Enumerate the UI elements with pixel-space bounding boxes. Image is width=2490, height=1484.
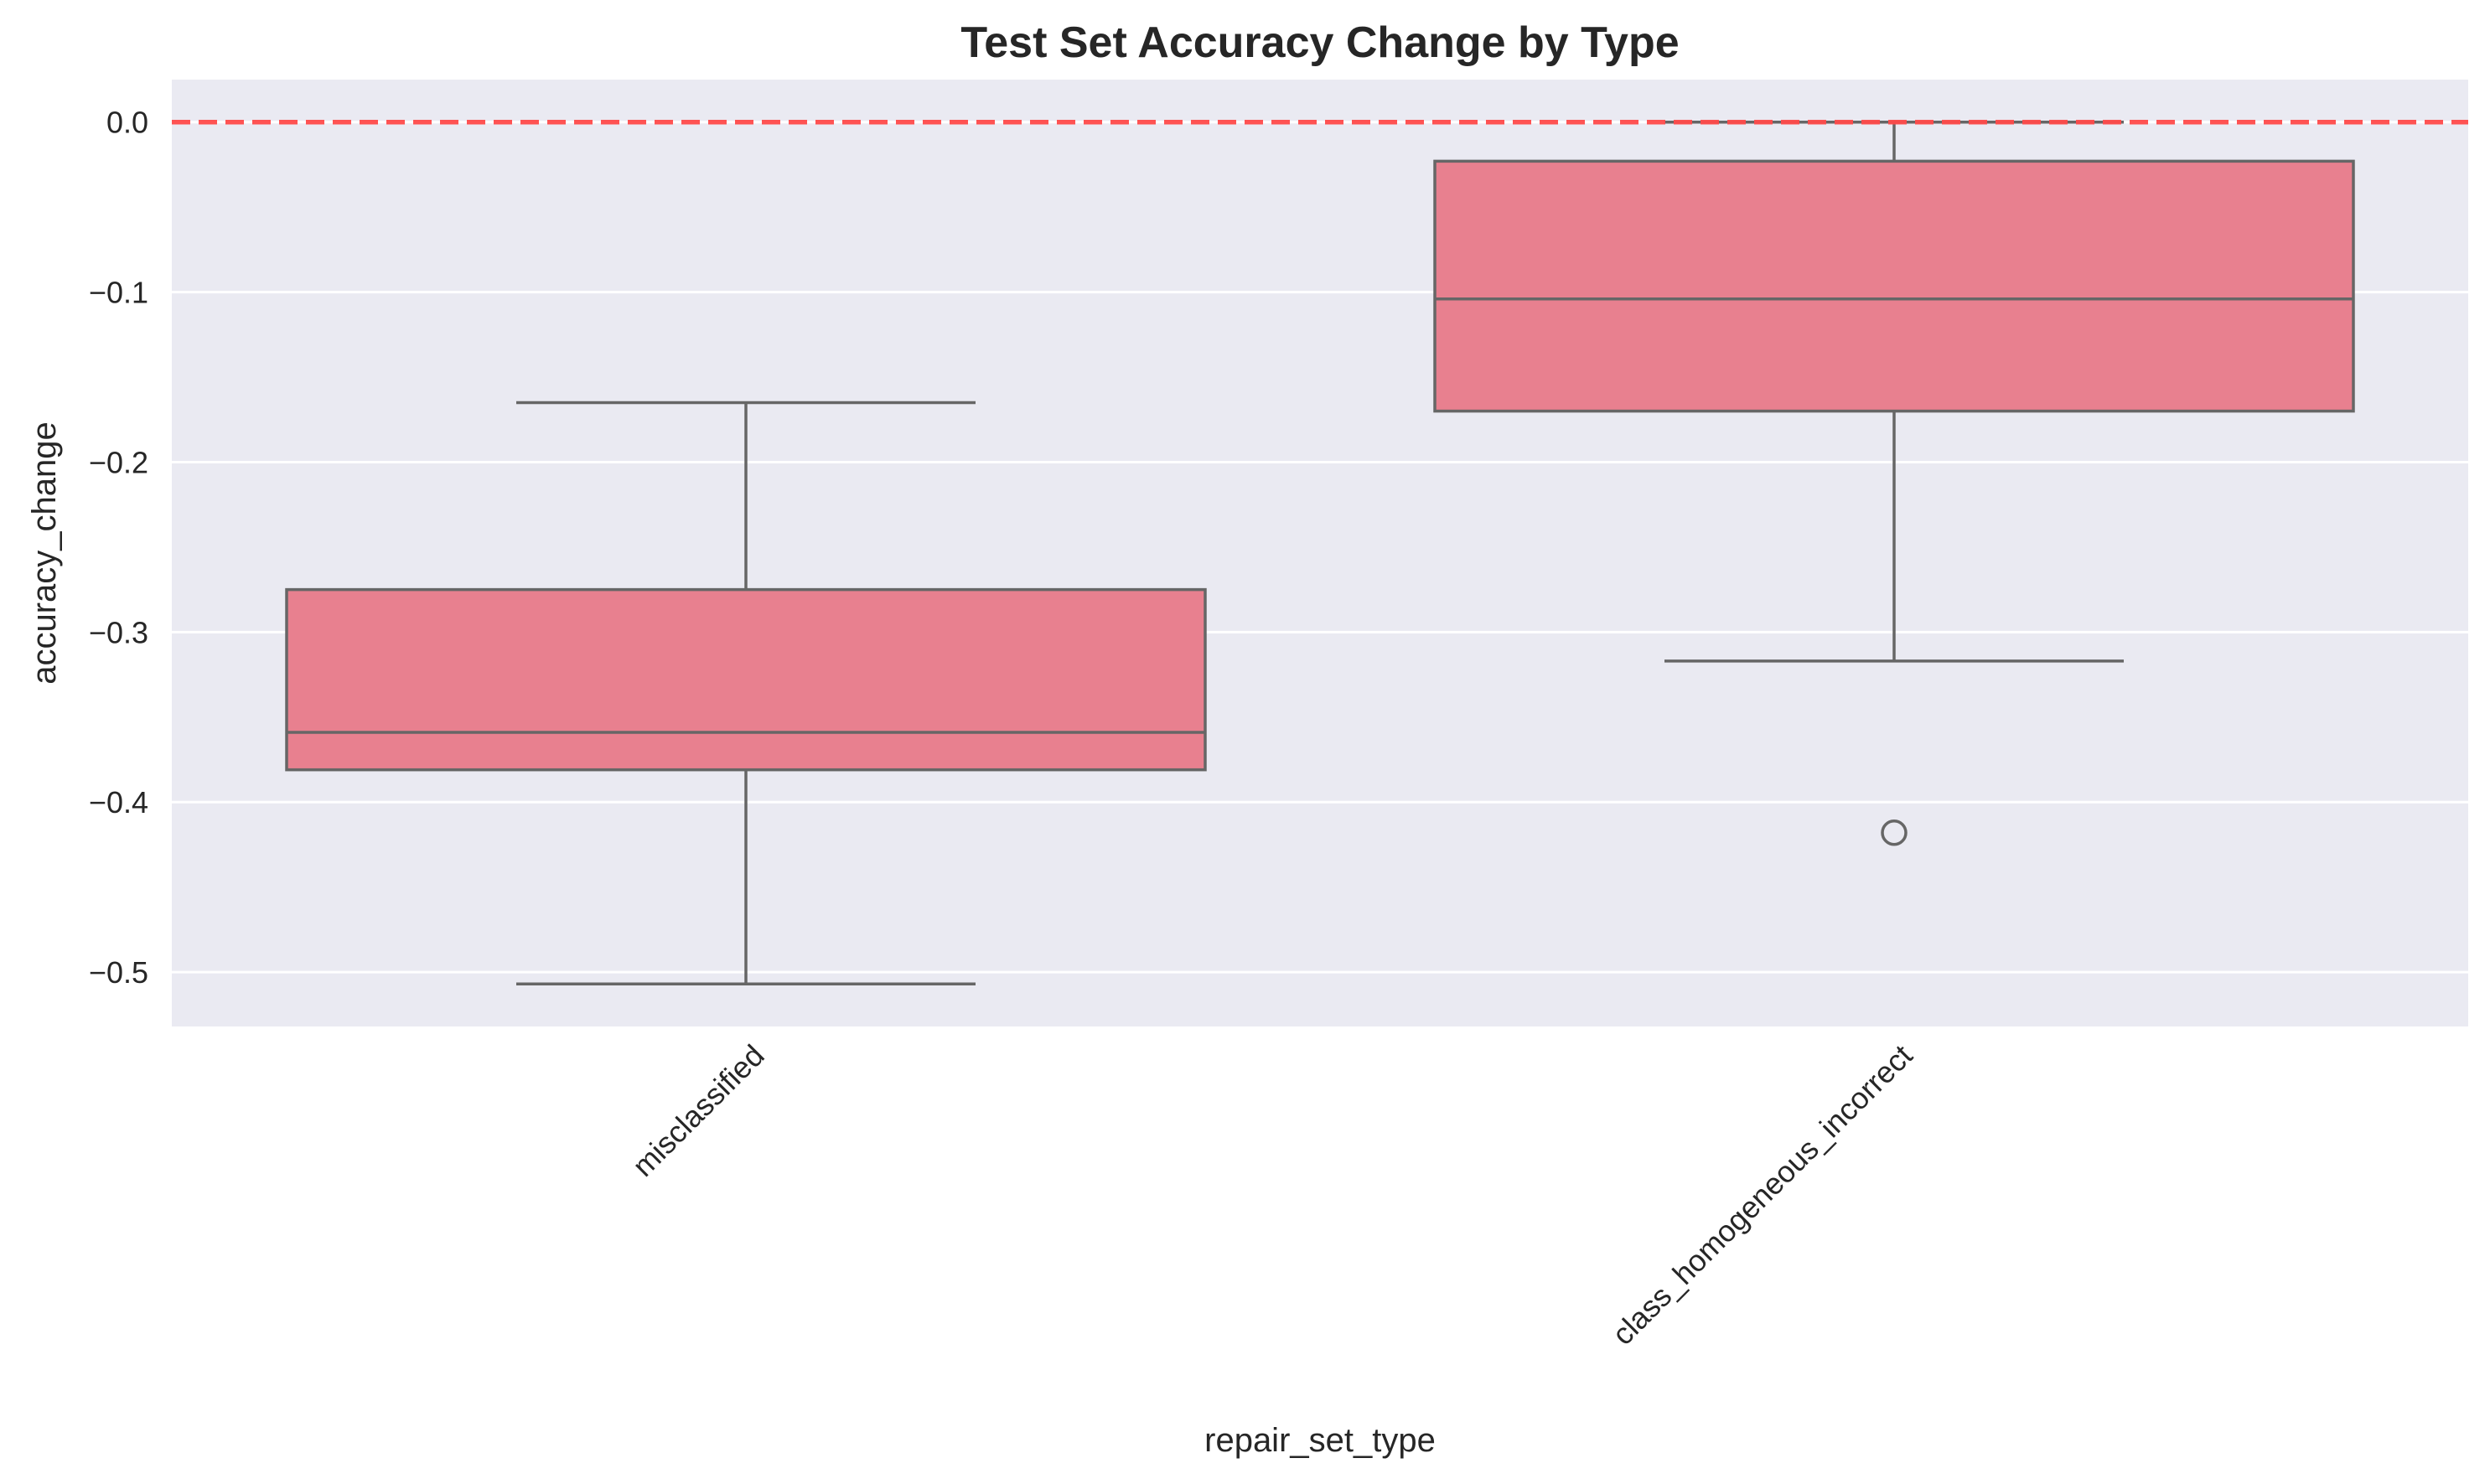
y-axis-label: accuracy_change xyxy=(26,421,63,685)
x-axis-label: repair_set_type xyxy=(1204,1422,1436,1459)
y-tick-label: −0.4 xyxy=(89,785,148,820)
chart-title: Test Set Accuracy Change by Type xyxy=(960,18,1679,67)
outlier-point xyxy=(1881,819,1908,846)
box-misclassified xyxy=(285,401,1207,986)
y-tick-label: −0.1 xyxy=(89,276,148,310)
y-tick-label: 0.0 xyxy=(106,106,148,140)
box-class_homogeneous_incorrect xyxy=(1433,120,2355,846)
box-iqr xyxy=(1433,159,2355,413)
x-tick-label: class_homogeneous_incorrect xyxy=(1605,1038,1918,1352)
y-tick-label: −0.5 xyxy=(89,955,148,990)
boxes xyxy=(285,120,2355,986)
y-ticks: 0.0 −0.1 −0.2 −0.3 −0.4 −0.5 xyxy=(89,106,148,990)
x-tick-label: misclassified xyxy=(625,1038,770,1183)
box-iqr xyxy=(285,587,1207,772)
y-tick-label: −0.3 xyxy=(89,615,148,649)
y-tick-label: −0.2 xyxy=(89,445,148,479)
x-ticks: misclassified class_homogeneous_incorrect xyxy=(625,1038,1918,1352)
